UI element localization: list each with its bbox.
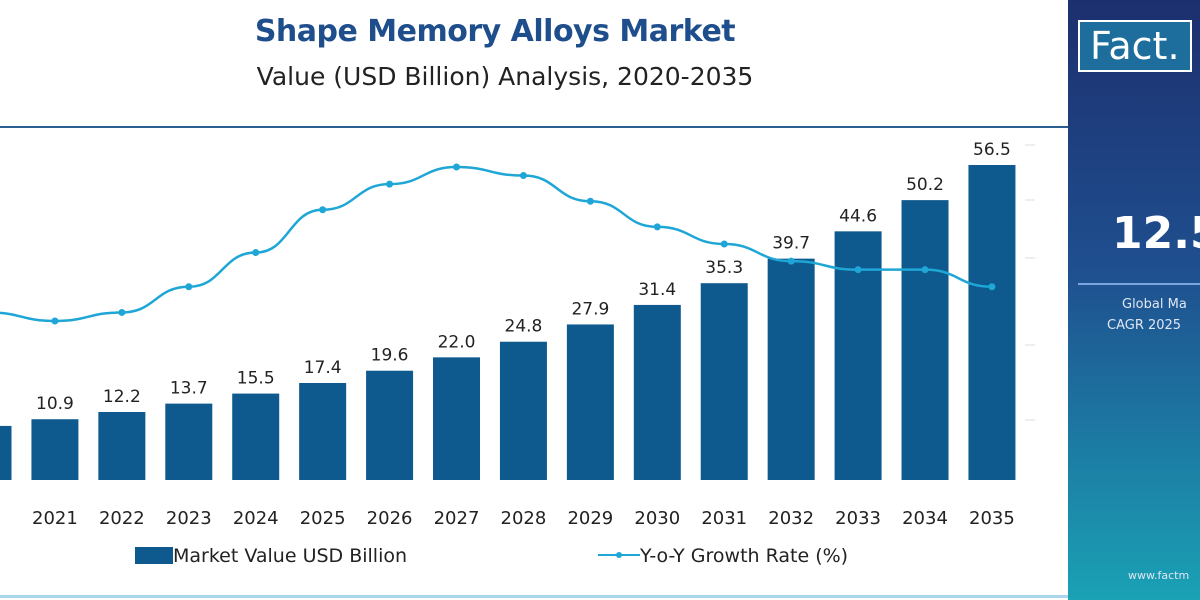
growth-point-2033 xyxy=(854,266,862,274)
bar-label-2035: 56.5 xyxy=(973,140,1011,160)
bar-2035 xyxy=(968,165,1016,480)
x-tick-2025: 2025 xyxy=(300,508,346,529)
growth-point-2026 xyxy=(386,180,394,188)
bar-2034 xyxy=(901,200,949,480)
x-tick-2030: 2030 xyxy=(634,508,680,529)
growth-point-2031 xyxy=(720,240,728,248)
growth-point-2032 xyxy=(787,257,795,265)
bar-2029 xyxy=(566,324,614,480)
bar-label-2034: 50.2 xyxy=(906,175,944,195)
bar-2026 xyxy=(366,370,414,480)
legend-line-swatch xyxy=(598,552,640,558)
growth-point-2030 xyxy=(653,223,661,231)
growth-point-2024 xyxy=(252,249,260,257)
bar-2021 xyxy=(31,419,79,480)
x-tick-2029: 2029 xyxy=(567,508,613,529)
bar-label-2027: 22.0 xyxy=(438,332,476,352)
growth-line xyxy=(0,165,992,323)
panel-label-cagr: CAGR 2025 xyxy=(1107,318,1182,333)
growth-point-2021 xyxy=(51,317,59,325)
bar-2025 xyxy=(299,382,347,480)
growth-point-2023 xyxy=(185,283,193,291)
growth-point-2035 xyxy=(988,283,996,291)
bar-2031 xyxy=(700,283,748,480)
x-tick-2023: 2023 xyxy=(166,508,212,529)
growth-point-2034 xyxy=(921,266,929,274)
bar-2032 xyxy=(767,258,815,480)
bar-label-2033: 44.6 xyxy=(839,206,877,226)
bar-label-2023: 13.7 xyxy=(170,379,208,399)
x-tick-2034: 2034 xyxy=(902,508,948,529)
x-tick-2032: 2032 xyxy=(768,508,814,529)
bar-label-2032: 39.7 xyxy=(772,234,810,254)
legend-bar-swatch xyxy=(135,547,173,564)
panel-divider xyxy=(1078,283,1200,285)
bar-2020 xyxy=(0,425,12,480)
chart-title: Shape Memory Alloys Market xyxy=(254,14,736,49)
x-tick-2021: 2021 xyxy=(32,508,78,529)
bar-label-2030: 31.4 xyxy=(638,280,676,300)
legend-label: Y-o-Y Growth Rate (%) xyxy=(640,545,849,567)
x-tick-2026: 2026 xyxy=(367,508,413,529)
bar-label-2024: 15.5 xyxy=(237,369,275,389)
x-tick-2033: 2033 xyxy=(835,508,881,529)
x-tick-2027: 2027 xyxy=(434,508,480,529)
bar-2028 xyxy=(499,341,547,480)
bar-label-2021: 10.9 xyxy=(36,394,74,414)
bar-label-2022: 12.2 xyxy=(103,387,141,407)
chart-subtitle: Value (USD Billion) Analysis, 2020-2035 xyxy=(256,62,754,91)
bar-2023 xyxy=(165,403,213,480)
legend-item-growth: Y-o-Y Growth Rate (%) xyxy=(598,545,848,567)
side-panel: Fact. 12.5 Global Ma CAGR 2025 www.factm xyxy=(1068,0,1200,600)
cagr-value: 12.5 xyxy=(1112,208,1200,259)
growth-point-2029 xyxy=(586,197,594,205)
legend-item-market-value: Market Value USD Billion xyxy=(135,545,407,567)
growth-point-2022 xyxy=(118,308,126,316)
bar-2022 xyxy=(98,411,146,480)
x-tick-2022: 2022 xyxy=(99,508,145,529)
bar-label-2028: 24.8 xyxy=(505,317,543,337)
bar-2027 xyxy=(433,357,481,480)
logo: Fact. xyxy=(1078,20,1192,72)
x-tick-2024: 2024 xyxy=(233,508,279,529)
growth-point-2028 xyxy=(519,172,527,180)
chart: 2010.9202112.2202213.7202315.5202417.420… xyxy=(0,140,1035,529)
growth-point-2027 xyxy=(453,163,461,171)
bar-2024 xyxy=(232,393,280,480)
bottom-border xyxy=(0,595,1068,598)
x-tick-2031: 2031 xyxy=(701,508,747,529)
website-text: www.factm xyxy=(1128,569,1190,582)
divider xyxy=(0,126,1068,128)
growth-point-2025 xyxy=(319,206,327,214)
bar-2030 xyxy=(633,304,681,480)
bar-label-2025: 17.4 xyxy=(304,358,342,378)
panel-label: Global Ma xyxy=(1122,297,1187,312)
bar-label-2029: 27.9 xyxy=(571,299,609,319)
bar-label-2026: 19.6 xyxy=(371,346,409,366)
x-tick-2028: 2028 xyxy=(501,508,547,529)
bar-label-2031: 35.3 xyxy=(705,258,743,278)
x-tick-2035: 2035 xyxy=(969,508,1015,529)
legend-label: Market Value USD Billion xyxy=(173,545,408,567)
